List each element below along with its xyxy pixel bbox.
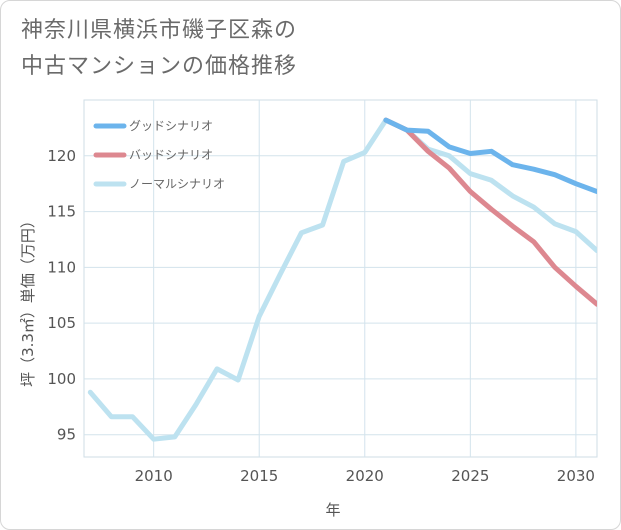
x-tick-label: 2025: [451, 467, 489, 485]
chart-title: 神奈川県横浜市磯子区森の 中古マンションの価格推移: [21, 18, 298, 79]
y-tick-label: 110: [47, 258, 76, 276]
x-tick-label: 2010: [135, 467, 173, 485]
legend-label: バッドシナリオ: [129, 148, 213, 162]
grid-lines: [83, 99, 598, 458]
series-lines: [87, 117, 597, 442]
y-axis-label: 坪（3.3㎡）単価（万円）: [19, 213, 37, 387]
y-tick-label: 95: [57, 426, 76, 444]
x-tick-label: 2015: [240, 467, 278, 485]
x-axis-label: 年: [325, 501, 340, 519]
tick-labels: 2010 2015 2020 2025 2030 95 100 105 110 115 120: [47, 147, 595, 485]
x-tick-label: 2030: [557, 467, 595, 485]
series-line-1: [383, 117, 597, 307]
y-tick-label: 115: [47, 203, 76, 221]
x-tick-label: 2020: [346, 467, 384, 485]
y-tick-label: 120: [47, 147, 76, 165]
legend-label: グッドシナリオ: [129, 119, 213, 133]
legend-label: ノーマルシナリオ: [129, 177, 225, 191]
plot-area: [83, 99, 598, 458]
y-tick-label: 105: [47, 314, 76, 332]
y-tick-label: 100: [47, 370, 76, 388]
series-line-2: [87, 117, 597, 442]
series-line-0: [383, 117, 597, 194]
